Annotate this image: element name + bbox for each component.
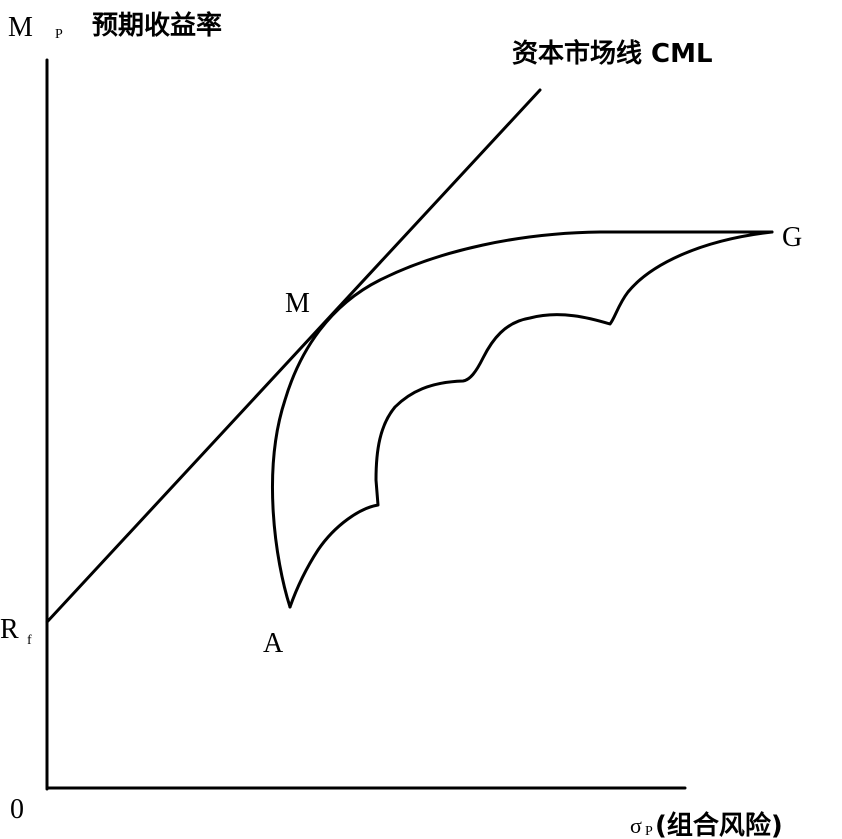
point-g: G	[782, 222, 802, 253]
point-m: M	[285, 288, 310, 319]
x-axis-label: (组合风险)	[655, 810, 783, 839]
x-axis-symbol: σ	[630, 813, 642, 838]
point-rf: R	[0, 614, 19, 645]
y-axis-label: 预期收益率	[92, 10, 222, 41]
origin-label: 0	[10, 794, 24, 825]
x-axis-subscript: P	[645, 824, 653, 839]
y-axis-subscript: P	[55, 27, 63, 42]
feasible-boundary	[288, 230, 774, 609]
efficient-frontier	[271, 230, 774, 609]
cml-label: 资本市场线 CML	[512, 38, 713, 69]
point-rf-subscript: f	[27, 633, 32, 648]
cml-label-text: 资本市场线 CML	[512, 38, 713, 69]
point-a: A	[263, 628, 284, 659]
cml-line	[45, 88, 542, 624]
y-axis-symbol: M	[8, 12, 33, 43]
